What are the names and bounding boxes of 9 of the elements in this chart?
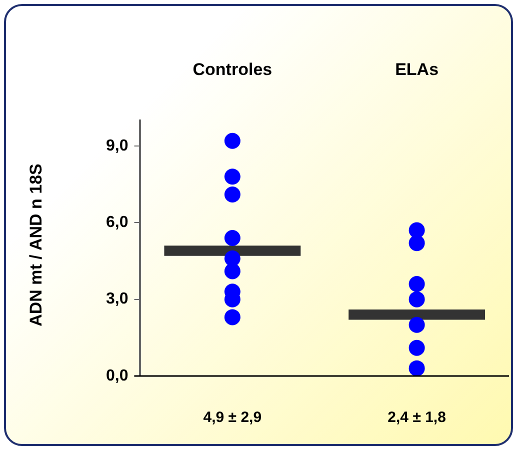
x-tick-label: Controles: [192, 60, 272, 79]
y-tick-label: 9,0: [106, 137, 128, 154]
text: 2,4 ± 1,8: [388, 409, 446, 426]
y-tick-label: 6,0: [106, 214, 128, 232]
text: 4,9 ± 2,9: [203, 409, 262, 426]
y-tick-label: 3,0: [106, 290, 128, 308]
x-tick-label: ELAs: [395, 60, 439, 79]
y-axis-title: ADN mt / AND n 18S: [26, 164, 46, 326]
y-tick-label: 0,0: [106, 367, 128, 384]
